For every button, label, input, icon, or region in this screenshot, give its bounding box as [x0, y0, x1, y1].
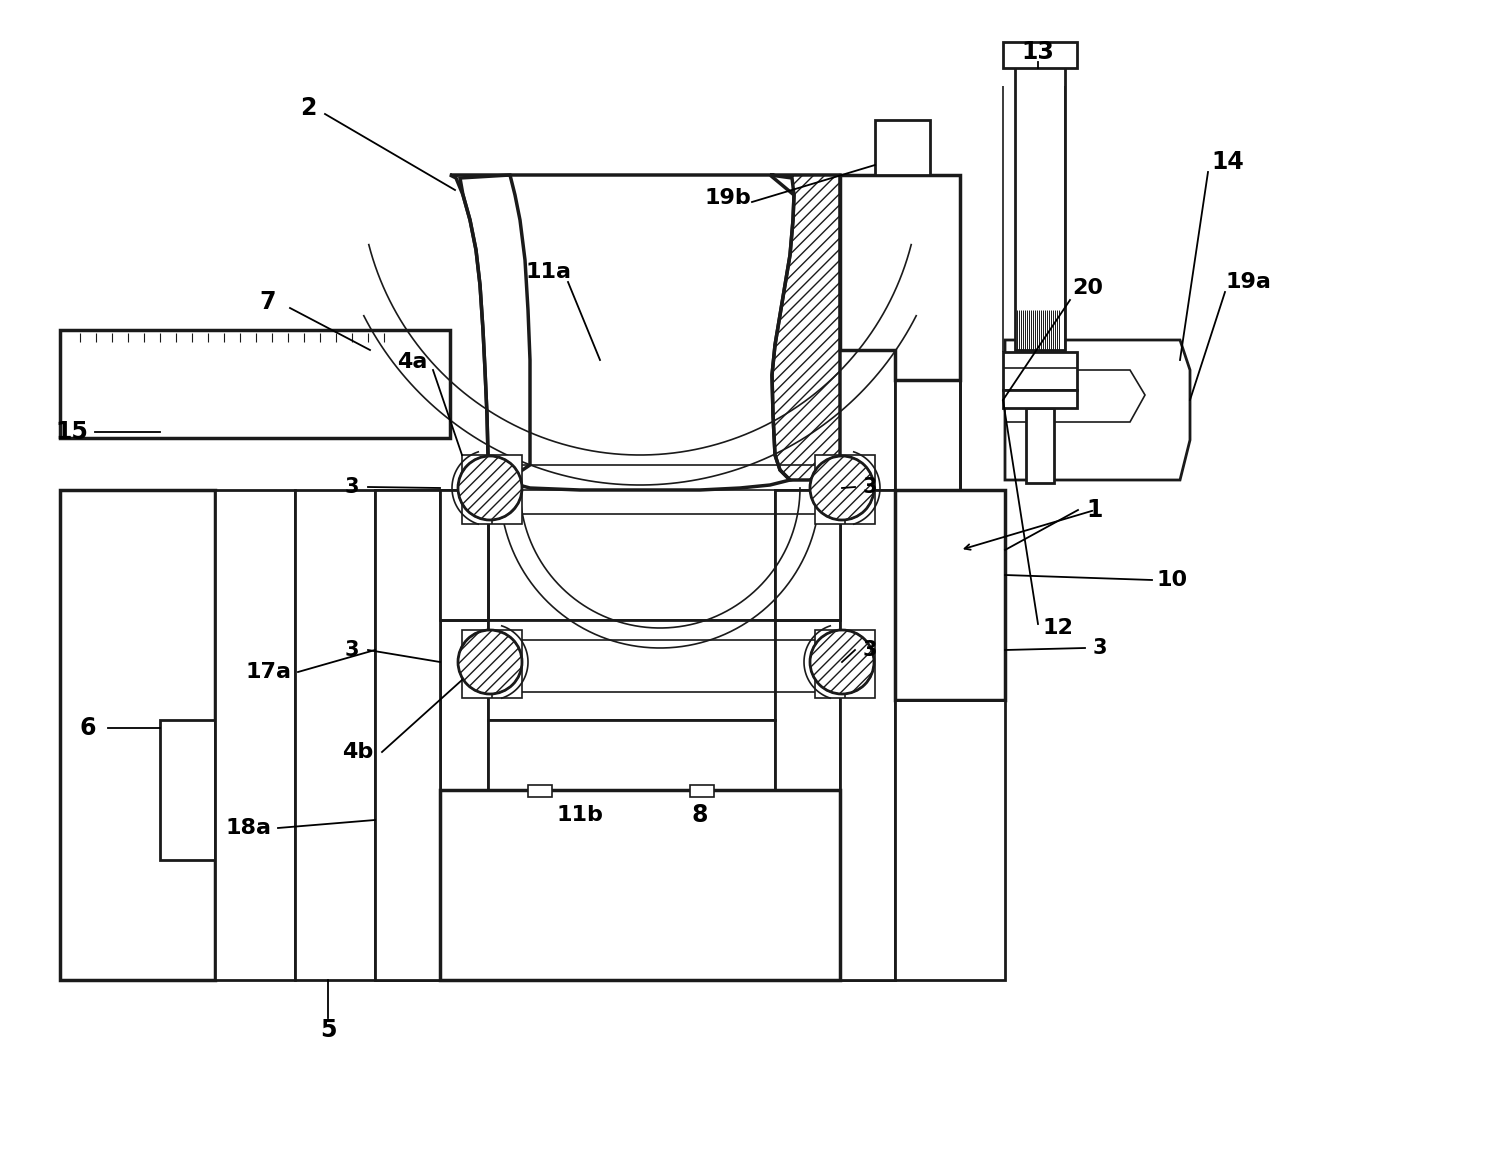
Polygon shape: [840, 490, 895, 979]
Text: 3: 3: [345, 640, 360, 660]
Polygon shape: [294, 490, 375, 979]
Bar: [690, 785, 714, 798]
Polygon shape: [216, 490, 294, 979]
Bar: [528, 785, 552, 798]
Text: 4b: 4b: [342, 742, 373, 763]
Text: 3: 3: [862, 640, 877, 660]
Polygon shape: [375, 490, 440, 979]
Text: 5: 5: [320, 1018, 336, 1042]
Text: 17a: 17a: [245, 662, 291, 682]
Bar: [1016, 59, 1065, 350]
Polygon shape: [488, 719, 775, 791]
Text: 15: 15: [55, 420, 88, 444]
Polygon shape: [216, 490, 294, 979]
Bar: [1004, 42, 1077, 68]
Text: 8: 8: [691, 803, 708, 827]
Bar: [1004, 389, 1077, 408]
Circle shape: [810, 630, 874, 694]
Polygon shape: [59, 490, 161, 979]
Text: 13: 13: [1022, 40, 1054, 64]
Polygon shape: [440, 791, 840, 979]
Text: 4a: 4a: [397, 352, 427, 372]
Polygon shape: [895, 700, 1005, 979]
Polygon shape: [440, 490, 488, 620]
Polygon shape: [161, 719, 216, 861]
Text: 12: 12: [1042, 618, 1074, 638]
Polygon shape: [895, 700, 961, 979]
Polygon shape: [440, 900, 840, 979]
Polygon shape: [488, 719, 535, 791]
Polygon shape: [1005, 340, 1190, 480]
Polygon shape: [815, 455, 874, 524]
Bar: [1004, 352, 1077, 389]
Polygon shape: [775, 490, 840, 620]
Polygon shape: [815, 630, 874, 698]
Text: 7: 7: [260, 290, 277, 314]
Polygon shape: [1005, 370, 1145, 422]
Polygon shape: [840, 490, 895, 979]
Polygon shape: [59, 490, 216, 979]
Text: 3: 3: [862, 477, 877, 497]
Polygon shape: [840, 175, 961, 380]
Text: 2: 2: [300, 96, 317, 120]
Circle shape: [810, 456, 874, 520]
Polygon shape: [729, 719, 775, 791]
Text: 14: 14: [1212, 150, 1245, 174]
Text: 19a: 19a: [1225, 272, 1271, 292]
Text: 19b: 19b: [705, 188, 751, 208]
Polygon shape: [440, 791, 488, 979]
Polygon shape: [440, 490, 488, 620]
Polygon shape: [459, 175, 794, 490]
Polygon shape: [451, 175, 529, 480]
Text: 20: 20: [1072, 278, 1103, 298]
Polygon shape: [59, 330, 451, 438]
Text: 11b: 11b: [556, 805, 604, 826]
Polygon shape: [488, 620, 775, 719]
Polygon shape: [874, 120, 929, 175]
Circle shape: [458, 630, 522, 694]
Text: 10: 10: [1157, 570, 1188, 590]
Text: 11a: 11a: [525, 262, 571, 282]
Text: 1: 1: [1087, 498, 1103, 522]
Text: 3: 3: [345, 477, 360, 497]
Polygon shape: [895, 380, 961, 490]
Text: 6: 6: [80, 716, 97, 740]
Text: 18a: 18a: [225, 819, 271, 838]
Polygon shape: [770, 175, 840, 480]
Text: 3: 3: [1093, 638, 1108, 658]
Polygon shape: [961, 490, 1005, 700]
Polygon shape: [462, 630, 522, 698]
Bar: [1026, 408, 1054, 483]
Circle shape: [458, 456, 522, 520]
Polygon shape: [895, 490, 1005, 700]
Polygon shape: [488, 620, 535, 719]
Polygon shape: [462, 455, 522, 524]
Polygon shape: [729, 620, 775, 719]
Polygon shape: [793, 791, 840, 979]
Polygon shape: [895, 380, 961, 490]
Polygon shape: [375, 490, 440, 979]
Polygon shape: [775, 490, 840, 620]
Polygon shape: [840, 175, 961, 290]
